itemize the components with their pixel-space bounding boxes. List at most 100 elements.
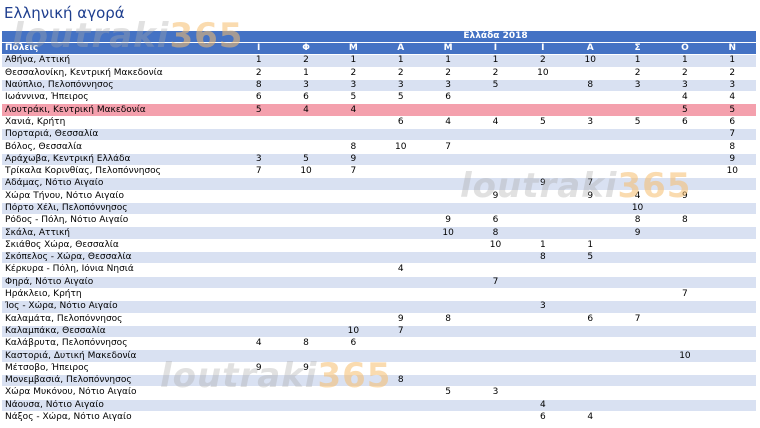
rank-cell <box>519 263 567 277</box>
rank-cell <box>424 190 472 203</box>
rank-cell <box>519 337 567 351</box>
rank-cell <box>471 202 520 216</box>
rank-cell <box>282 374 330 388</box>
rank-cell <box>377 300 425 314</box>
rank-cell <box>329 251 378 265</box>
rank-cell <box>519 374 567 388</box>
month-header: Ι <box>235 42 283 56</box>
rank-cell: 2 <box>424 67 472 80</box>
rank-cell: 8 <box>424 313 472 326</box>
group-header-spacer <box>2 31 235 43</box>
rank-cell <box>471 349 520 363</box>
rank-cell <box>613 337 662 351</box>
rank-cell <box>377 153 425 166</box>
table-row: Ίος - Χώρα, Νότιο Αιγαίο 3 <box>2 300 756 314</box>
rank-cell: 7 <box>329 165 378 179</box>
rank-cell <box>566 214 614 228</box>
rank-cell <box>235 374 283 388</box>
rank-cell: 4 <box>519 399 567 412</box>
rank-cell <box>613 325 662 339</box>
rank-cell: 5 <box>329 91 378 105</box>
table-row: Θεσσαλονίκη, Κεντρική Μακεδονία 2 1 2 2 2 2 10 2… <box>2 67 756 80</box>
rank-cell <box>661 153 709 166</box>
table-row: Πόρτο Χέλι, Πελοπόννησος 10 <box>2 202 756 216</box>
rank-cell <box>661 202 709 216</box>
rank-cell <box>613 103 662 117</box>
table-row: Νάουσα, Νότιο Αιγαίο 4 <box>2 399 756 412</box>
city-name: Σκάλα, Αττική <box>2 226 235 240</box>
rank-cell: 9 <box>566 190 614 203</box>
rank-cell <box>424 153 472 166</box>
rank-cell <box>566 325 614 339</box>
rank-cell: 1 <box>661 54 709 68</box>
rank-cell: 8 <box>235 79 283 93</box>
table-row: Σκάλα, Αττική 10 8 9 <box>2 226 756 240</box>
rank-cell <box>566 399 614 412</box>
rank-cell <box>471 374 520 388</box>
rank-cell <box>235 116 283 130</box>
rank-cell <box>661 325 709 339</box>
rank-cell <box>377 251 425 265</box>
rank-cell <box>282 239 330 253</box>
city-name: Πόρτο Χέλι, Πελοπόννησος <box>2 202 235 216</box>
rank-cell <box>424 325 472 339</box>
city-name: Λουτράκι, Κεντρική Μακεδονία <box>2 103 235 117</box>
rank-cell: 8 <box>519 251 567 265</box>
rank-cell: 1 <box>282 67 330 80</box>
rank-cell: 10 <box>329 325 378 339</box>
rank-cell <box>424 411 472 425</box>
rank-cell <box>708 288 756 302</box>
city-name: Αθήνα, Αττική <box>2 54 235 68</box>
rank-cell <box>282 276 330 289</box>
rank-cell <box>329 411 378 425</box>
rank-cell <box>661 374 709 388</box>
rank-cell: 2 <box>661 67 709 80</box>
rank-cell <box>377 128 425 142</box>
rank-cell <box>424 362 472 376</box>
city-name: Ίος - Χώρα, Νότιο Αιγαίο <box>2 300 235 314</box>
table-row: Αθήνα, Αττική 1 2 1 1 1 1 2 10 1 1 1 <box>2 54 756 68</box>
rank-cell <box>566 202 614 216</box>
rank-cell: 10 <box>613 202 662 216</box>
rank-cell: 8 <box>566 79 614 93</box>
table-row: Καστοριά, Δυτική Μακεδονία 10 <box>2 349 756 363</box>
city-name: Καλάβρυτα, Πελοπόννησος <box>2 337 235 351</box>
rank-cell: 4 <box>235 337 283 351</box>
rank-cell <box>235 190 283 203</box>
rank-cell <box>708 276 756 289</box>
rank-cell <box>377 226 425 240</box>
rank-cell <box>235 313 283 326</box>
rank-cell <box>613 386 662 400</box>
city-name: Ηράκλειο, Κρήτη <box>2 288 235 302</box>
rank-cell: 4 <box>613 190 662 203</box>
rank-cell: 10 <box>519 67 567 80</box>
city-name: Κέρκυρα - Πόλη, Ιόνια Νησιά <box>2 263 235 277</box>
rank-cell: 1 <box>329 54 378 68</box>
rank-cell: 5 <box>471 79 520 93</box>
rank-cell: 2 <box>329 67 378 80</box>
rank-cell: 2 <box>471 67 520 80</box>
rank-cell <box>424 202 472 216</box>
rank-cell <box>661 300 709 314</box>
rank-cell <box>613 276 662 289</box>
rank-cell: 1 <box>566 239 614 253</box>
rank-cell <box>661 128 709 142</box>
rank-cell <box>566 67 614 80</box>
rank-cell <box>708 190 756 203</box>
rank-cell <box>471 263 520 277</box>
rank-cell <box>329 116 378 130</box>
rank-cell <box>329 362 378 376</box>
rank-cell <box>661 177 709 191</box>
column-header-cities: Πόλεις <box>2 42 235 56</box>
rank-cell <box>424 337 472 351</box>
rank-cell: 8 <box>329 140 378 154</box>
rank-cell: 7 <box>661 288 709 302</box>
rank-cell: 5 <box>566 251 614 265</box>
rank-cell <box>566 165 614 179</box>
table-row: Καλαμπάκα, Θεσσαλία 10 7 <box>2 325 756 339</box>
rank-cell <box>708 251 756 265</box>
rank-cell <box>235 386 283 400</box>
rank-cell <box>471 399 520 412</box>
rank-cell <box>613 362 662 376</box>
rank-cell <box>519 91 567 105</box>
